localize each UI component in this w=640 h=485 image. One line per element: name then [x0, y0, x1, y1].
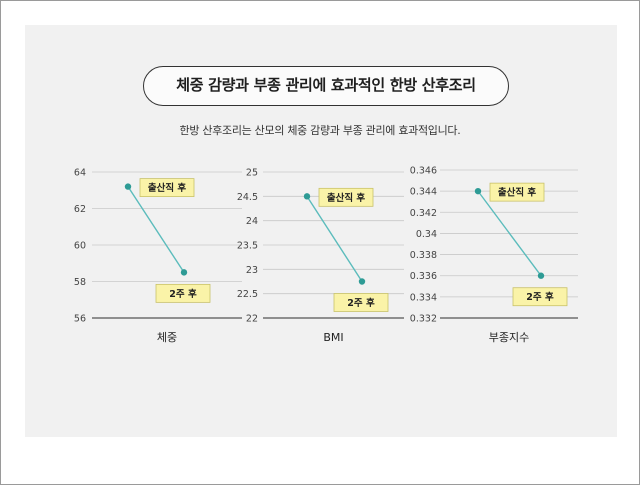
data-label: 출산직 후 [327, 192, 366, 204]
data-label-box [512, 287, 568, 307]
data-point [474, 187, 482, 195]
x-axis-label: BMI [323, 331, 343, 344]
series-line [477, 190, 542, 277]
data-label-box [139, 178, 195, 198]
data-label: 2주 후 [169, 288, 197, 300]
data-point [303, 193, 311, 200]
page-title: 체중 감량과 부종 관리에 효과적인 한방 산후조리 [143, 66, 509, 106]
y-tick-label: 22 [246, 314, 258, 325]
y-tick-label: 58 [74, 277, 86, 288]
data-point [180, 269, 188, 276]
x-axis-label: 부종지수 [489, 331, 529, 344]
y-tick-label: 0.334 [410, 292, 437, 303]
y-tick-label: 0.346 [410, 166, 437, 177]
series-line [306, 195, 363, 282]
y-tick-label: 24.5 [237, 192, 258, 203]
data-point [537, 272, 545, 279]
y-tick-label: 0.332 [410, 314, 437, 325]
data-label: 출산직 후 [498, 187, 537, 199]
y-tick-label: 56 [74, 314, 86, 325]
y-tick-label: 0.344 [410, 187, 437, 198]
y-tick-label: 0.342 [410, 208, 437, 219]
data-label: 2주 후 [347, 297, 375, 309]
y-tick-label: 25 [246, 168, 258, 179]
series-line [127, 186, 185, 273]
data-label-box [489, 182, 545, 202]
data-label-box [318, 187, 374, 207]
data-point [358, 278, 366, 285]
y-tick-label: 64 [74, 168, 86, 179]
x-axis-label: 체중 [157, 331, 177, 344]
y-tick-label: 23.5 [237, 241, 258, 252]
data-label-box [333, 293, 389, 312]
y-tick-label: 0.34 [416, 229, 437, 240]
y-tick-label: 60 [74, 241, 86, 252]
y-tick-label: 22.5 [237, 289, 258, 300]
data-label-box [155, 283, 211, 303]
data-point [124, 183, 132, 190]
y-tick-label: 24 [246, 216, 258, 227]
y-tick-label: 0.338 [410, 250, 437, 261]
page-subtitle: 한방 산후조리는 산모의 체중 감량과 부종 관리에 효과적입니다. [179, 124, 461, 137]
y-tick-label: 62 [74, 204, 86, 215]
data-label: 출산직 후 [148, 182, 187, 194]
y-tick-label: 23 [246, 265, 258, 276]
y-tick-label: 0.336 [410, 271, 437, 282]
data-label: 2주 후 [526, 291, 554, 303]
